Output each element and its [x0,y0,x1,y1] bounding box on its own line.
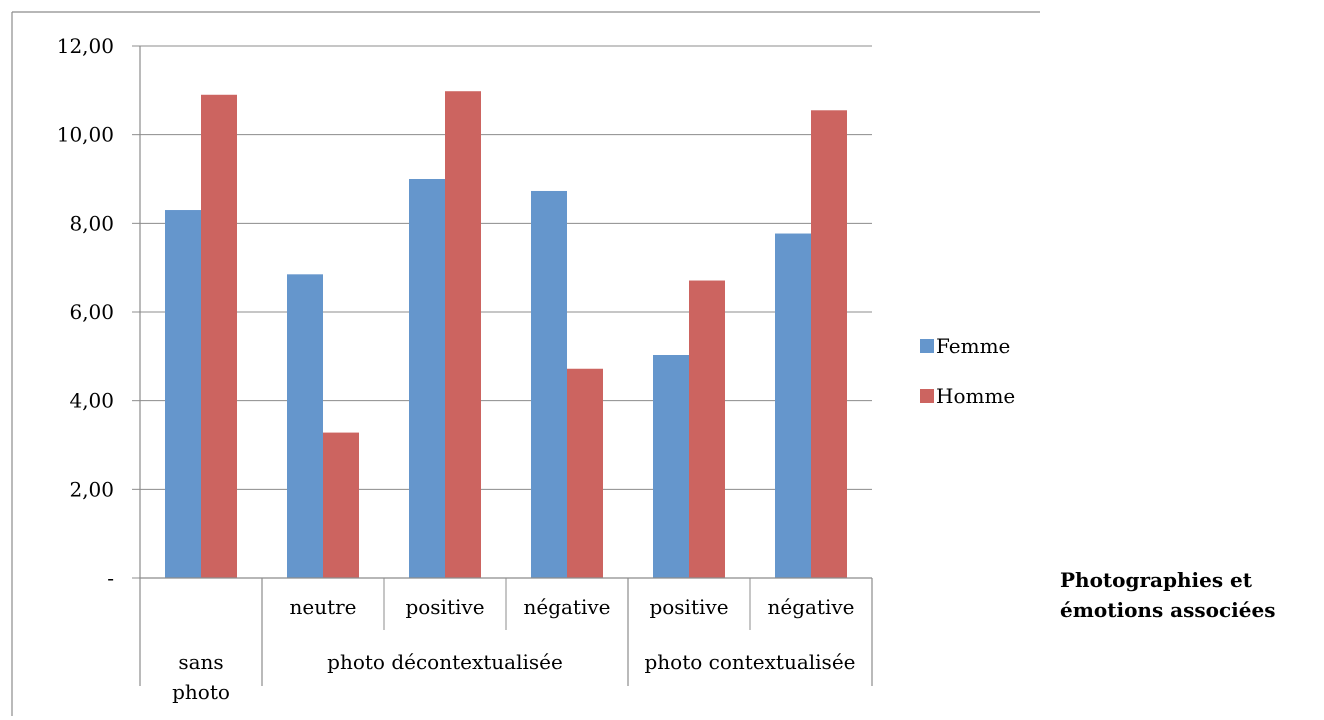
bar-femme-3 [531,190,567,578]
y-tick-label: 10,00 [57,123,114,147]
y-tick-label: 8,00 [69,211,114,235]
bar-femme-2 [409,179,445,578]
group-label: photo contextualisée [644,650,855,674]
y-tick-label: 6,00 [69,300,114,324]
x-axis-title-line-2: émotions associées [1060,598,1276,622]
bar-femme-0 [165,210,201,579]
x-axis-title-line-1: Photographies et [1060,568,1253,592]
category-label: neutre [289,595,356,619]
y-axis-ticks: - 2,00 4,00 6,00 8,00 10,00 12,00 [57,34,140,590]
group-label: sans [178,650,223,674]
group-label: photo [172,680,230,704]
y-tick-label: 4,00 [69,389,114,413]
bar-femme-5 [775,233,811,578]
y-tick-label: 12,00 [57,34,114,58]
legend-swatch-homme [920,389,934,403]
category-label: négative [767,595,854,619]
x-axis-categories: neutre positive négative positive négative sa… [139,578,873,704]
chart-frame [11,11,1040,716]
bar-homme-4 [689,280,725,578]
group-label: photo décontextualisée [327,650,563,674]
bar-femme-1 [287,274,323,578]
bar-femme-4 [653,355,689,578]
grid-lines [140,45,872,490]
category-label: positive [405,595,484,619]
y-tick-label: - [107,566,114,590]
legend-label-femme: Femme [936,334,1010,358]
bars [165,91,847,579]
bar-homme-5 [811,110,847,579]
legend: Femme Homme [920,334,1015,408]
bar-homme-1 [323,432,359,578]
category-label: négative [523,595,610,619]
legend-swatch-femme [920,339,934,353]
x-axis-title: Photographies et émotions associées [1060,565,1320,625]
y-tick-label: 2,00 [69,477,114,501]
bar-homme-0 [201,94,237,579]
bar-homme-2 [445,91,481,578]
legend-label-homme: Homme [936,384,1015,408]
bar-homme-3 [567,368,603,578]
category-label: positive [649,595,728,619]
